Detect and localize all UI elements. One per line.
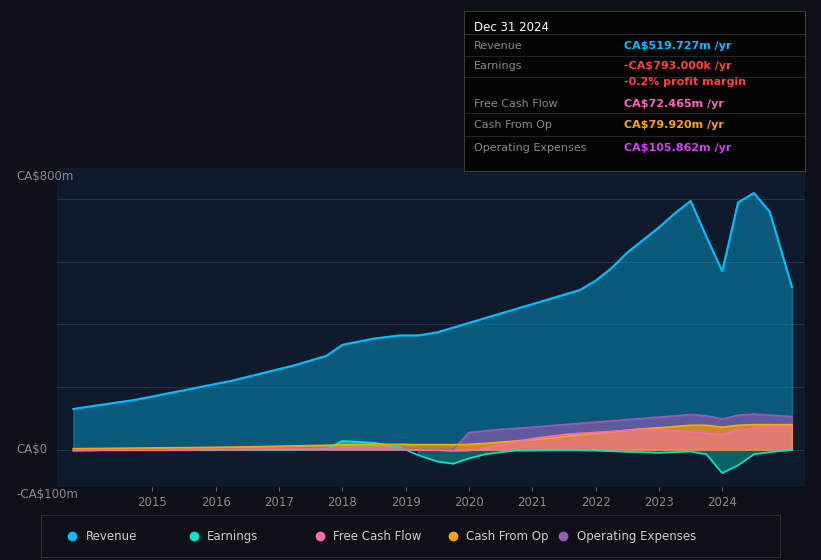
Text: Revenue: Revenue <box>85 530 137 543</box>
Text: -CA$100m: -CA$100m <box>16 488 78 501</box>
Text: Revenue: Revenue <box>474 41 523 52</box>
Text: Free Cash Flow: Free Cash Flow <box>333 530 421 543</box>
Text: Operating Expenses: Operating Expenses <box>474 143 586 153</box>
Text: CA$800m: CA$800m <box>16 170 74 183</box>
Text: CA$72.465m /yr: CA$72.465m /yr <box>624 99 724 109</box>
Text: CA$79.920m /yr: CA$79.920m /yr <box>624 120 724 130</box>
Text: Cash From Op: Cash From Op <box>466 530 548 543</box>
Text: Earnings: Earnings <box>474 61 523 71</box>
Text: CA$0: CA$0 <box>16 443 48 456</box>
Text: Dec 31 2024: Dec 31 2024 <box>474 21 549 34</box>
Text: CA$105.862m /yr: CA$105.862m /yr <box>624 143 732 153</box>
Text: Operating Expenses: Operating Expenses <box>576 530 696 543</box>
Text: -0.2% profit margin: -0.2% profit margin <box>624 77 746 87</box>
Text: CA$519.727m /yr: CA$519.727m /yr <box>624 41 732 52</box>
Text: Earnings: Earnings <box>208 530 259 543</box>
Text: Free Cash Flow: Free Cash Flow <box>474 99 557 109</box>
Text: Cash From Op: Cash From Op <box>474 120 552 130</box>
Text: -CA$793.000k /yr: -CA$793.000k /yr <box>624 61 732 71</box>
